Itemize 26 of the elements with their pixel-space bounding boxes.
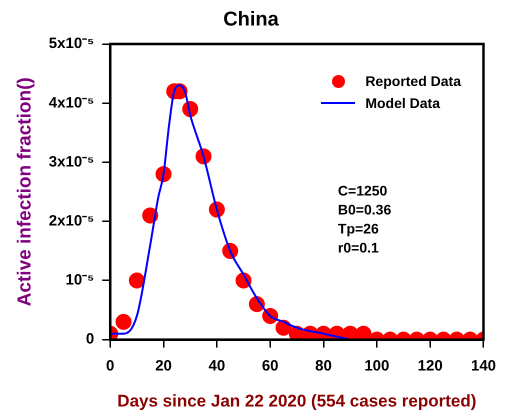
annotation: B0=0.36 [338,202,392,218]
point [128,272,145,288]
y-tick-label: 5x10⁻⁵ [48,35,94,52]
x-tick-label: 60 [262,358,279,375]
x-tick-label: 120 [418,358,443,375]
x-tick-label: 140 [470,358,496,375]
y-axis-title: Active infection fraction() [14,77,36,306]
y-tick-label: 2x10⁻⁵ [48,212,94,230]
x-axis-title: Days since Jan 22 2020 (554 cases reported) [117,391,476,410]
point [356,326,372,340]
y-tick-label: 4x10⁻⁵ [48,94,94,112]
point [116,314,132,330]
annotation: r0=0.1 [338,240,379,256]
annotation: C=1250 [338,182,388,199]
y-tick-label: 10⁻⁵ [65,272,94,289]
annotation: Tp=26 [338,220,379,237]
x-tick-label: 80 [315,358,332,375]
legend-label: Model Data [365,94,440,113]
x-tick-label: 100 [364,358,390,375]
y-tick-label: 0 [86,330,94,348]
x-tick-label: 0 [106,358,114,375]
y-tick-label: 3x10⁻⁵ [48,153,94,170]
chart-title: China [223,8,280,31]
x-tick-label: 40 [208,358,226,375]
x-tick-label: 20 [155,358,172,375]
legend-label: Reported Data [365,72,461,91]
